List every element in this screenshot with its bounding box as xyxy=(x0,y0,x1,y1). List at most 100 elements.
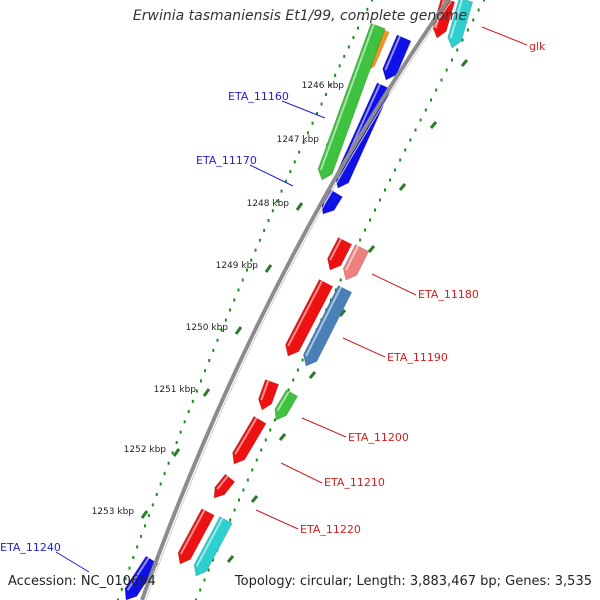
tick-dot-right xyxy=(364,228,367,232)
kbp-major-tick-right xyxy=(308,371,317,379)
tick-dot-left xyxy=(183,420,186,424)
tick-dot-left xyxy=(155,492,158,496)
tick-dot-right xyxy=(238,498,240,502)
gene-arrow-red xyxy=(232,415,267,465)
kbp-major-tick-right xyxy=(429,121,438,129)
tick-dot-left xyxy=(263,228,266,232)
tick-dot-left xyxy=(151,503,154,507)
tick-dot-left xyxy=(212,348,215,352)
tick-dot-right xyxy=(404,148,407,152)
tick-dot-left xyxy=(208,359,211,363)
tick-dot-left xyxy=(289,170,292,174)
gene-label: ETA_11220 xyxy=(300,523,361,536)
kbp-major-tick-right xyxy=(226,555,235,563)
tick-dot-right xyxy=(414,128,417,132)
tick-dot-right xyxy=(334,288,337,292)
gene-arrow-blue xyxy=(382,34,412,81)
tick-dot-left xyxy=(187,410,190,414)
gene-label: glk xyxy=(529,40,546,53)
tick-dot-left xyxy=(136,545,139,549)
genome-summary-text: Topology: circular; Length: 3,883,467 bp… xyxy=(234,574,592,589)
kbp-tick-label: 1247 kbp xyxy=(277,135,320,145)
kbp-major-tick xyxy=(140,510,149,519)
tick-dot-right xyxy=(477,8,480,12)
tick-dot-right xyxy=(466,28,469,32)
gene-arrow-blue-shine xyxy=(384,35,401,71)
tick-dot-right xyxy=(207,568,210,572)
gene-arrow-steelblue-shine xyxy=(305,286,342,357)
gene-arrow-blue-shine xyxy=(126,557,150,591)
tick-dot-right xyxy=(199,588,202,592)
tick-dot-left xyxy=(140,534,143,538)
tick-dot-left xyxy=(224,318,227,322)
gene-arrow-cyan xyxy=(193,516,233,577)
tick-dot-right xyxy=(251,468,254,472)
kbp-major-tick xyxy=(264,264,273,273)
accession-text: Accession: NC_010694 xyxy=(8,574,156,589)
tick-dot-left xyxy=(233,298,236,302)
tick-dot-right xyxy=(374,208,377,212)
tick-dot-right xyxy=(409,138,412,142)
tick-dot-right xyxy=(399,158,402,162)
tick-dot-right xyxy=(430,98,432,102)
tick-dot-left xyxy=(237,288,240,292)
tick-dot-left xyxy=(334,73,337,77)
tick-dot-left xyxy=(245,268,248,272)
kbp-tick-label: 1248 kbp xyxy=(247,199,290,209)
tick-dot-right xyxy=(394,168,397,172)
tick-dot-left xyxy=(241,278,244,282)
tick-dot-left xyxy=(329,83,332,87)
tick-dot-left xyxy=(258,238,261,242)
tick-dot-left xyxy=(271,209,274,213)
gene-arrow-cyan-shine xyxy=(449,0,463,39)
tick-dot-left xyxy=(191,399,194,403)
gene-arrow-red xyxy=(213,473,236,499)
kbp-tick-label: 1252 kbp xyxy=(124,445,167,455)
tick-dot-right xyxy=(233,508,236,512)
tick-dot-right xyxy=(264,438,267,442)
tick-dot-right xyxy=(445,68,448,72)
gene-leader-line xyxy=(249,164,294,187)
gene-leader-line xyxy=(55,551,90,573)
gene-leader-line xyxy=(371,273,417,296)
kbp-major-tick-right xyxy=(398,183,407,191)
kbp-major-tick-right xyxy=(460,59,469,67)
tick-dot-left xyxy=(147,513,150,517)
gene-arrow-pink-shine xyxy=(345,245,359,271)
tick-dot-right xyxy=(203,578,206,582)
tick-dot-left xyxy=(159,482,162,486)
tick-dot-left xyxy=(167,461,170,465)
tick-dot-right xyxy=(450,58,453,62)
tick-dot-right xyxy=(440,78,443,82)
gene-arrow-steelblue xyxy=(302,284,353,367)
gene-arrow-green-shine xyxy=(276,390,290,411)
gene-label: ETA_11240 xyxy=(0,541,61,554)
tick-dot-left xyxy=(128,566,131,570)
label-layer: 1246 kbp 1247 kbp 1248 kbp 1249 kbp 1250 kbp… xyxy=(0,26,546,573)
tick-dot-left xyxy=(352,36,355,40)
tick-dot-left xyxy=(357,26,360,30)
gene-arrow-green xyxy=(317,22,386,181)
tick-dot-left xyxy=(320,102,323,106)
tick-dot-left xyxy=(325,92,328,96)
tick-dot-right xyxy=(273,418,276,422)
tick-dot-left xyxy=(338,64,341,68)
gene-arrow-pink xyxy=(342,243,370,281)
tick-dot-right xyxy=(287,388,290,392)
tick-dot-left xyxy=(250,258,253,262)
tick-dot-left xyxy=(171,451,174,455)
tick-dot-left xyxy=(280,189,283,193)
tick-dot-left xyxy=(124,577,127,581)
kbp-tick-label: 1249 kbp xyxy=(216,261,259,271)
gene-arrow-cyan-shine xyxy=(195,517,224,567)
tick-dot-right xyxy=(195,598,197,600)
tick-dot-left xyxy=(311,121,314,125)
tick-dot-right xyxy=(461,38,464,42)
tick-dot-left xyxy=(220,328,223,332)
gene-arrow-red-shine xyxy=(287,280,323,347)
gene-leader-line xyxy=(481,26,528,46)
tick-dot-right xyxy=(269,428,272,432)
tick-dot-left xyxy=(302,141,305,144)
genome-backbone xyxy=(140,0,450,600)
